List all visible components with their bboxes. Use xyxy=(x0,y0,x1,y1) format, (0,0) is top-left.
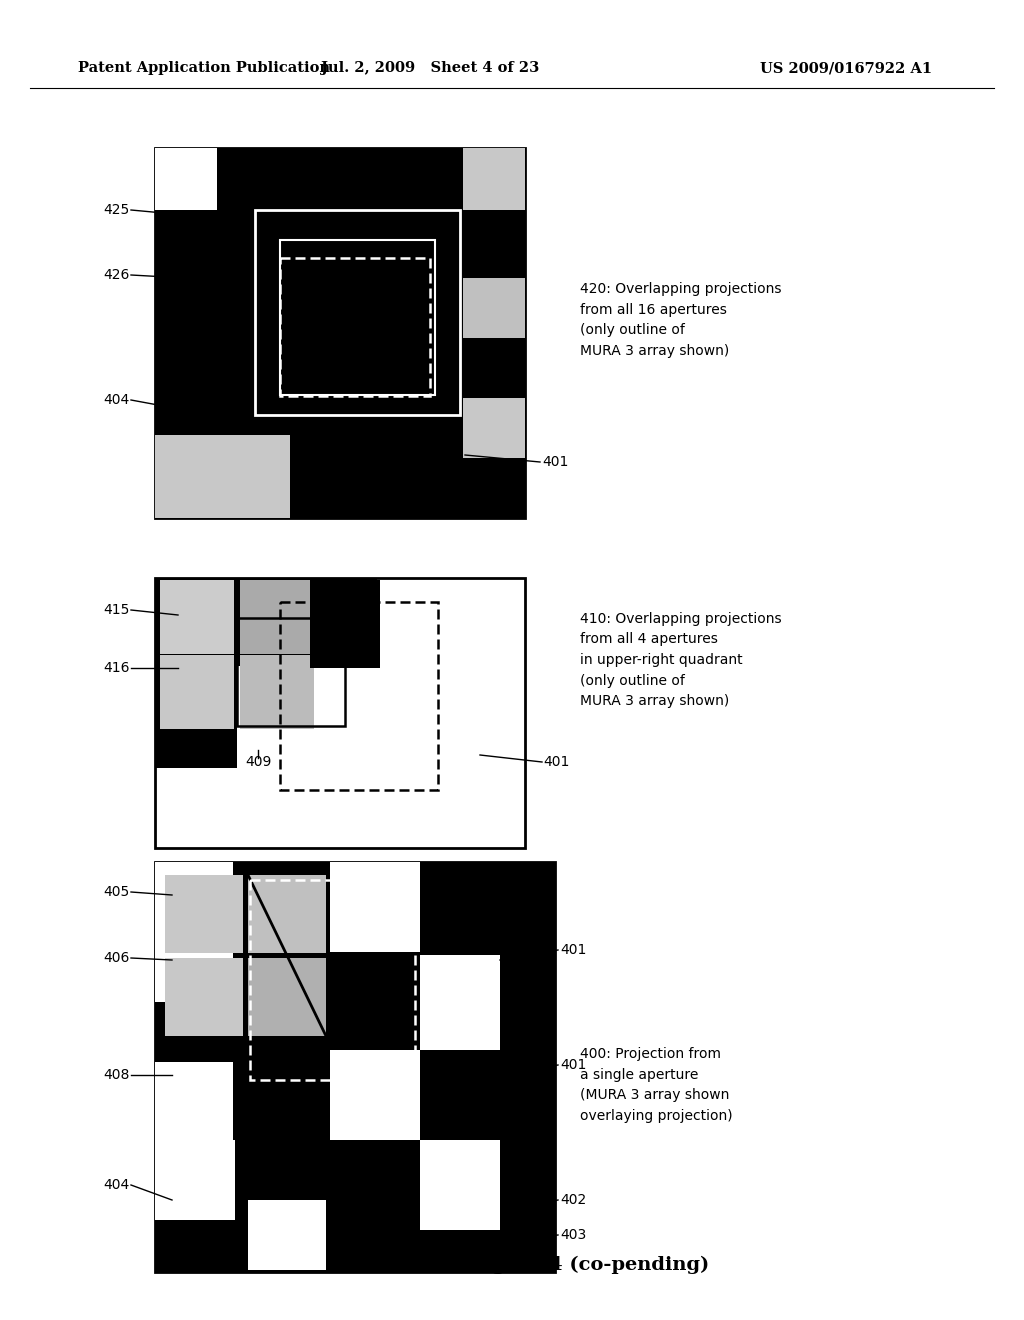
Bar xyxy=(155,1063,233,1142)
Text: 425: 425 xyxy=(103,203,130,216)
Text: 426: 426 xyxy=(103,268,130,282)
Text: Figure 4 (co-pending): Figure 4 (co-pending) xyxy=(471,1255,710,1274)
Bar xyxy=(240,655,314,729)
Bar xyxy=(248,1200,326,1270)
Bar xyxy=(330,954,420,1045)
Bar xyxy=(155,148,525,517)
Text: US 2009/0167922 A1: US 2009/0167922 A1 xyxy=(760,61,932,75)
Bar xyxy=(250,880,415,1080)
Bar xyxy=(160,579,234,653)
Bar xyxy=(463,279,525,338)
Bar xyxy=(310,579,380,668)
Text: 406: 406 xyxy=(103,950,130,965)
Bar xyxy=(420,954,500,1049)
Bar xyxy=(155,578,237,768)
Text: 401: 401 xyxy=(543,755,569,770)
Text: 409: 409 xyxy=(245,755,271,770)
Bar xyxy=(280,257,430,396)
Text: 404: 404 xyxy=(103,393,130,407)
Text: 416: 416 xyxy=(103,661,130,675)
Bar xyxy=(330,1049,420,1140)
Bar xyxy=(155,862,555,1272)
Text: Jul. 2, 2009   Sheet 4 of 23: Jul. 2, 2009 Sheet 4 of 23 xyxy=(321,61,539,75)
Bar xyxy=(155,1140,234,1220)
Bar xyxy=(237,578,377,667)
Bar xyxy=(240,579,314,653)
Bar xyxy=(248,875,326,953)
Bar xyxy=(330,862,420,952)
Text: Patent Application Publication: Patent Application Publication xyxy=(78,61,330,75)
Text: 400: Projection from
a single aperture
(MURA 3 array shown
overlaying projection: 400: Projection from a single aperture (… xyxy=(580,1047,732,1123)
Text: 401: 401 xyxy=(560,942,587,957)
Bar xyxy=(155,436,290,517)
Text: 405: 405 xyxy=(103,884,130,899)
Text: 408: 408 xyxy=(103,1068,130,1082)
Bar xyxy=(315,579,377,653)
Text: 410: Overlapping projections
from all 4 apertures
in upper-right quadrant
(only : 410: Overlapping projections from all 4 … xyxy=(580,611,781,709)
Bar xyxy=(463,338,525,396)
Text: 409: 409 xyxy=(202,1258,228,1272)
Text: 404: 404 xyxy=(205,755,231,770)
Text: 403: 403 xyxy=(560,1228,587,1242)
Bar xyxy=(237,618,345,726)
Bar xyxy=(155,148,217,210)
Bar xyxy=(463,215,525,275)
Bar xyxy=(420,1140,500,1230)
Bar xyxy=(280,602,438,789)
Bar xyxy=(463,458,525,517)
Text: 402: 402 xyxy=(560,1193,587,1206)
Bar xyxy=(463,399,525,458)
Bar xyxy=(330,1140,420,1230)
Bar xyxy=(155,578,525,847)
Bar xyxy=(255,210,460,414)
Text: 404: 404 xyxy=(103,1177,130,1192)
Bar xyxy=(463,148,525,210)
Bar xyxy=(248,958,326,1036)
Text: 401: 401 xyxy=(542,455,568,469)
Bar xyxy=(155,862,233,1002)
Text: 420: Overlapping projections
from all 16 apertures
(only outline of
MURA 3 array: 420: Overlapping projections from all 16… xyxy=(580,282,781,358)
Bar xyxy=(160,655,234,729)
Text: 401: 401 xyxy=(560,1059,587,1072)
Bar xyxy=(280,240,435,395)
Bar xyxy=(165,875,243,953)
Bar xyxy=(165,958,243,1036)
Text: 415: 415 xyxy=(103,603,130,616)
